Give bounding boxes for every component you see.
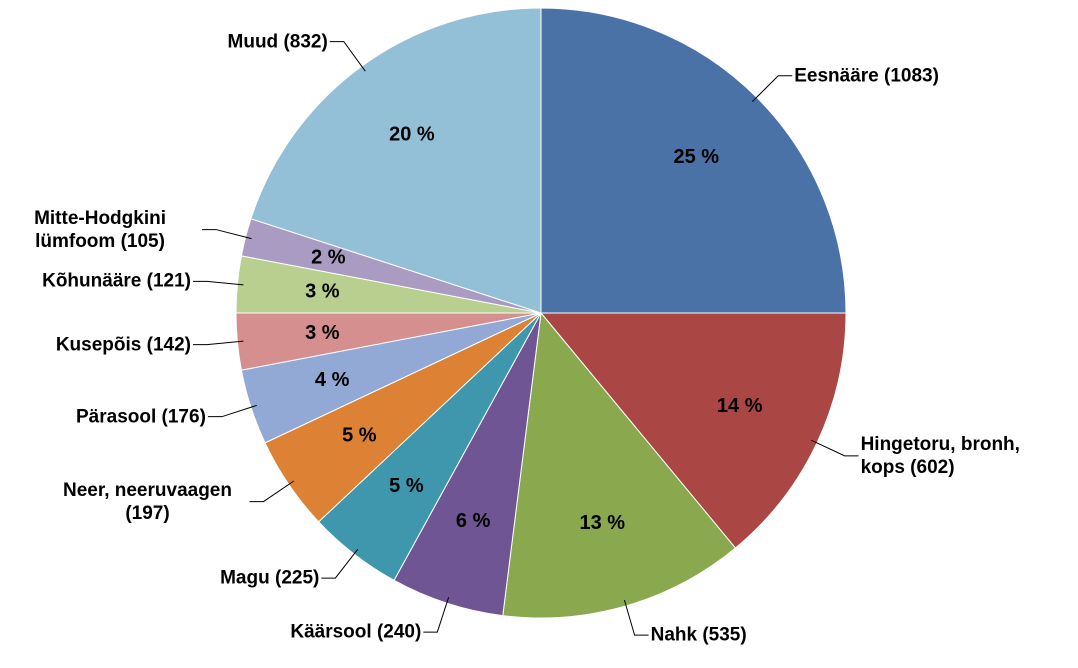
category-label: Käärsool (240) xyxy=(290,621,422,643)
value-label: 14 % xyxy=(717,395,763,417)
leader-line xyxy=(192,280,244,286)
leader-line xyxy=(202,229,252,240)
category-label: Kusepõis (142) xyxy=(55,334,191,356)
leader-line xyxy=(192,340,244,346)
leader-line xyxy=(329,41,366,72)
value-label: 3 % xyxy=(305,281,340,303)
value-label: 20 % xyxy=(389,124,435,146)
value-label: 4 % xyxy=(315,369,350,391)
category-label: Kõhunääre (121) xyxy=(42,270,191,292)
leader-line xyxy=(423,597,450,633)
category-label: Neer, neeruvaagen (197) xyxy=(63,479,232,524)
value-label: 5 % xyxy=(342,425,377,447)
leader-line xyxy=(321,548,359,579)
value-label: 2 % xyxy=(311,247,346,269)
category-label: Eesnääre (1083) xyxy=(794,65,939,87)
leader-line xyxy=(249,480,295,503)
value-label: 3 % xyxy=(305,322,340,344)
category-label: Hingetoru, bronh, kops (602) xyxy=(860,433,1020,478)
leader-line xyxy=(752,75,793,102)
value-label: 13 % xyxy=(579,512,625,534)
category-label: Magu (225) xyxy=(220,567,320,589)
category-label: Pärasool (176) xyxy=(76,406,206,428)
value-label: 25 % xyxy=(673,146,719,168)
leader-line xyxy=(207,404,257,418)
category-label: Mitte-Hodgkini lümfoom (105) xyxy=(34,207,166,252)
category-label: Muud (832) xyxy=(227,31,328,53)
leader-line xyxy=(623,599,649,636)
category-label: Nahk (535) xyxy=(650,624,747,646)
value-label: 5 % xyxy=(389,475,424,497)
leader-line xyxy=(811,439,859,457)
value-label: 6 % xyxy=(456,510,491,532)
